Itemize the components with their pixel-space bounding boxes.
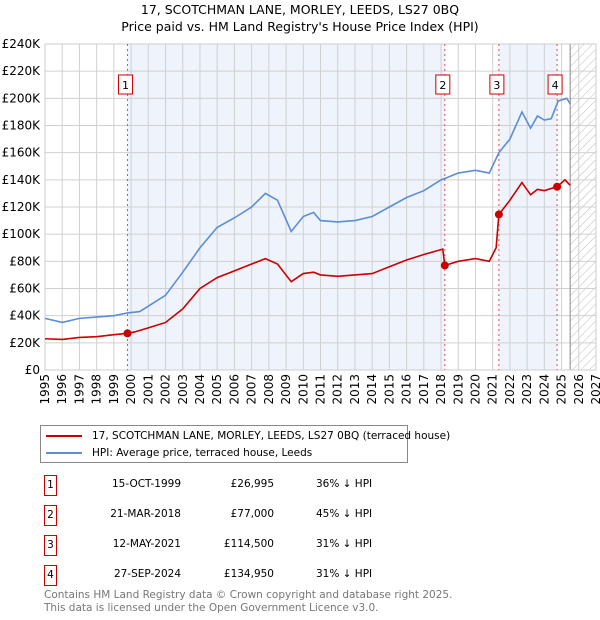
x-tick-label: 2005 [210, 374, 224, 405]
x-tick-label: 1999 [107, 374, 121, 405]
x-tick-label: 2008 [262, 374, 276, 405]
legend-item-hpi: HPI: Average price, terraced house, Leed… [46, 445, 312, 461]
y-tick-label: £140K [2, 173, 42, 187]
x-tick-label: 2013 [348, 374, 362, 405]
sale-point [553, 182, 562, 191]
x-tick-label: 2007 [245, 374, 259, 405]
x-tick-label: 2000 [124, 374, 138, 405]
x-tick-label: 1995 [38, 374, 52, 405]
y-tick-label: £100K [2, 227, 42, 241]
x-tick-label: 2006 [227, 374, 241, 405]
y-tick-label: £20K [9, 336, 41, 350]
x-tick-label: 1998 [90, 374, 104, 405]
sale-row: 1 15-OCT-1999 £26,995 36% ↓ HPI [44, 475, 464, 496]
sale-label-box [547, 74, 563, 95]
x-tick-label: 1996 [55, 374, 69, 405]
plot-border [44, 43, 597, 371]
chart-subtitle: Price paid vs. HM Land Registry's House … [121, 19, 479, 34]
x-tick-label: 2018 [434, 374, 448, 405]
x-tick-label: 2010 [296, 374, 310, 405]
y-tick-label: £200K [2, 91, 42, 105]
y-tick-label: £40K [9, 309, 41, 323]
legend-label: HPI: Average price, terraced house, Leed… [92, 447, 313, 459]
legend: 17, SCOTCHMAN LANE, MORLEY, LEEDS, LS27 … [40, 425, 450, 463]
x-tick-label: 2019 [451, 374, 465, 405]
x-tick-label: 2021 [486, 374, 500, 405]
x-tick-label: 2003 [176, 374, 190, 405]
chart-title: 17, SCOTCHMAN LANE, MORLEY, LEEDS, LS27 … [140, 2, 460, 17]
sale-hpi-diff: 31% ↓ HPI [316, 568, 373, 580]
y-tick-label: £80K [9, 254, 41, 268]
y-tick-label: £0 [25, 363, 40, 377]
sale-label-box [117, 74, 133, 95]
y-tick-label: £60K [9, 282, 41, 296]
x-tick-label: 2026 [572, 374, 586, 405]
y-tick-label: £160K [2, 146, 42, 160]
x-tick-label: 2012 [331, 374, 345, 405]
sale-number: 1 [44, 475, 57, 496]
sale-date: 27-SEP-2024 [113, 568, 181, 580]
x-tick-label: 2009 [279, 374, 293, 405]
sale-number: 4 [44, 565, 57, 586]
sale-price: £77,000 [230, 508, 274, 520]
x-tick-label: 2027 [589, 374, 600, 405]
x-tick-label: 2004 [193, 374, 207, 405]
legend-swatch-blue [46, 452, 82, 454]
sale-number: 2 [44, 505, 57, 526]
x-tick-label: 2011 [314, 374, 328, 405]
sale-label: 1 [122, 79, 129, 92]
sale-label-box [489, 74, 505, 95]
x-tick-label: 2024 [537, 374, 551, 405]
legend-swatch-red [46, 435, 82, 437]
sale-hpi-diff: 45% ↓ HPI [316, 508, 373, 520]
sale-label: 4 [552, 79, 559, 92]
sale-row: 3 12-MAY-2021 £114,500 31% ↓ HPI [44, 535, 464, 556]
sale-row: 2 21-MAR-2018 £77,000 45% ↓ HPI [44, 505, 464, 526]
sale-label-box [435, 74, 451, 95]
sale-price: £114,500 [223, 538, 274, 550]
sale-row: 4 27-SEP-2024 £134,950 31% ↓ HPI [44, 565, 464, 586]
sale-date: 21-MAR-2018 [110, 508, 181, 520]
sale-label: 2 [439, 79, 446, 92]
series-line [44, 178, 571, 341]
sale-number: 3 [44, 535, 57, 556]
legend-label: 17, SCOTCHMAN LANE, MORLEY, LEEDS, LS27 … [92, 430, 451, 442]
x-tick-label: 2001 [141, 374, 155, 405]
sale-date: 15-OCT-1999 [112, 478, 181, 490]
sale-hpi-diff: 31% ↓ HPI [316, 538, 373, 550]
x-tick-label: 2017 [417, 374, 431, 405]
y-tick-label: £220K [2, 64, 42, 78]
x-tick-label: 2022 [503, 374, 517, 405]
x-tick-label: 2025 [555, 374, 569, 405]
sale-date: 12-MAY-2021 [112, 538, 181, 550]
x-tick-label: 2015 [382, 374, 396, 405]
footer-license: This data is licensed under the Open Gov… [44, 602, 379, 614]
x-tick-label: 2020 [468, 374, 482, 405]
legend-item-property: 17, SCOTCHMAN LANE, MORLEY, LEEDS, LS27 … [46, 428, 450, 444]
sale-price: £26,995 [230, 478, 274, 490]
price-chart: 1995 1996 1997 1998 1999 2000 2001 2002 2003 2004… [2, 37, 600, 405]
sale-price: £134,950 [223, 568, 274, 580]
sale-point [494, 210, 503, 219]
y-tick-label: £120K [2, 200, 42, 214]
x-tick-label: 2023 [520, 374, 534, 405]
sale-hpi-diff: 36% ↓ HPI [316, 478, 373, 490]
series-line [44, 97, 571, 324]
y-tick-label: £240K [2, 37, 42, 51]
x-tick-label: 2014 [365, 374, 379, 405]
y-tick-label: £180K [2, 119, 42, 133]
x-tick-label: 1997 [72, 374, 86, 405]
sale-label: 3 [493, 79, 500, 92]
footer-copyright: Contains HM Land Registry data © Crown c… [44, 589, 453, 601]
x-tick-label: 2002 [159, 374, 173, 405]
sale-point [440, 261, 449, 270]
x-tick-label: 2016 [400, 374, 414, 405]
sale-point [123, 329, 132, 338]
